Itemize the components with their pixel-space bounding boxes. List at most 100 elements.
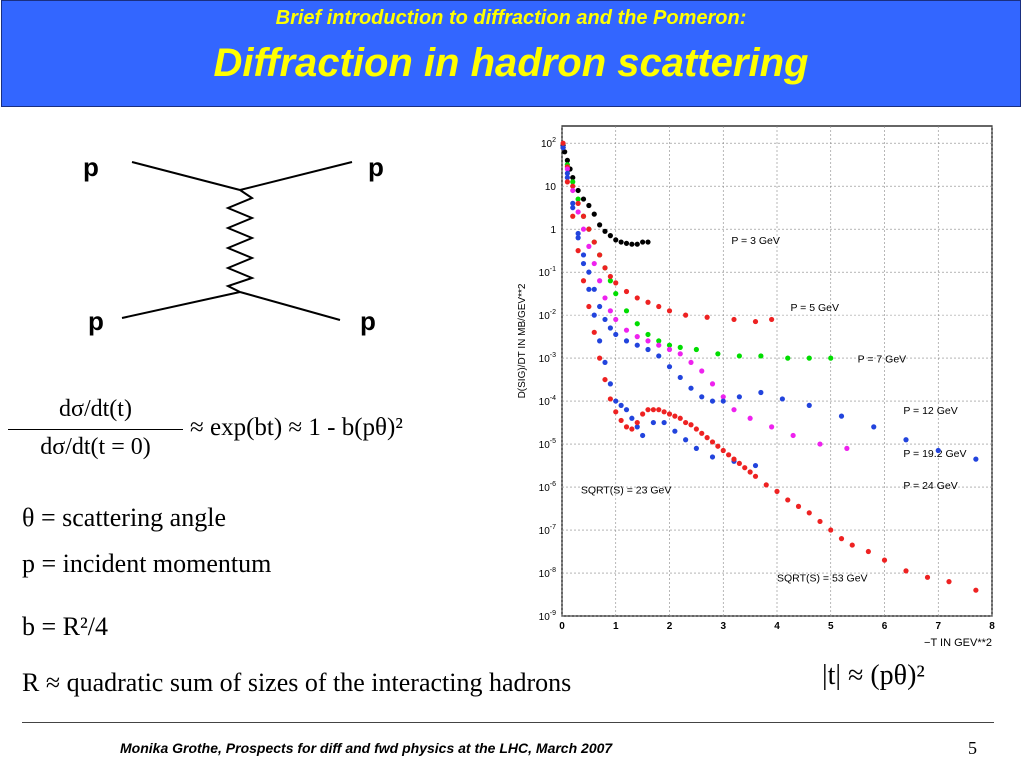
x-tick-label: 4 (774, 621, 780, 632)
data-point (580, 213, 587, 219)
chart-annotation: SQRT(S) = 23 GeV (581, 485, 672, 497)
data-point (580, 196, 587, 202)
data-point (731, 456, 737, 462)
data-point (683, 312, 689, 318)
outgoing-proton-bottom-line (239, 291, 341, 321)
formula-numerator: dσ/dt(t) (59, 396, 132, 422)
data-point (656, 338, 662, 344)
data-point (838, 413, 845, 419)
data-point (715, 351, 721, 357)
chart-annotation: P = 5 GeV (790, 302, 839, 314)
data-point (683, 419, 689, 426)
data-point (731, 316, 737, 323)
data-point (613, 409, 619, 415)
data-point (613, 331, 619, 338)
slide-subtitle: Brief introduction to diffraction and th… (275, 7, 747, 29)
data-point (736, 460, 742, 467)
data-point (575, 187, 581, 194)
data-point (562, 149, 568, 155)
data-point (591, 239, 597, 245)
data-point (758, 353, 764, 359)
definition-theta: θ = scattering angle (22, 503, 226, 532)
data-point (586, 226, 592, 232)
data-point (597, 355, 603, 361)
data-point (709, 454, 716, 460)
formula-rhs: ≈ exp(bt) ≈ 1 - b(pθ)² (190, 414, 403, 441)
chart-annotation: P = 7 GeV (858, 353, 907, 365)
x-tick-label: 5 (828, 621, 834, 632)
data-point (871, 424, 877, 430)
proton-label-top-right: p (368, 152, 384, 182)
data-point (645, 299, 651, 305)
data-point (903, 437, 909, 443)
x-tick-label: 0 (559, 621, 565, 632)
data-point (661, 419, 667, 426)
data-point (747, 415, 753, 421)
x-tick-label: 8 (989, 621, 995, 632)
data-point (634, 342, 640, 348)
data-point (623, 407, 630, 413)
data-point (677, 415, 683, 421)
fraction-bar (8, 429, 183, 430)
data-point (720, 398, 726, 404)
data-point (790, 432, 796, 439)
data-point (779, 396, 785, 402)
data-point (560, 144, 566, 151)
data-point (570, 205, 576, 211)
data-point (623, 338, 630, 344)
data-point (629, 415, 635, 421)
data-point (769, 316, 775, 323)
data-point (602, 376, 608, 383)
data-point (666, 364, 673, 370)
y-tick-label: 10-1 (539, 266, 556, 279)
data-point (881, 557, 888, 563)
data-point (683, 437, 689, 443)
y-tick-label: 10-4 (539, 395, 556, 408)
definition-p: p = incident momentum (22, 549, 272, 578)
data-point (715, 443, 721, 449)
data-point (763, 482, 769, 488)
data-point (656, 303, 662, 310)
data-point (580, 278, 587, 284)
chart-annotation: SQRT(S) = 53 GeV (777, 573, 868, 585)
data-point (640, 239, 646, 245)
feynman-diagram: p p p p (83, 152, 384, 336)
data-point (677, 374, 683, 381)
data-point (645, 331, 651, 338)
data-point (570, 200, 576, 206)
data-point (570, 174, 576, 181)
data-point (817, 441, 823, 447)
data-point (656, 353, 662, 359)
data-point (785, 355, 791, 361)
data-point (924, 574, 931, 580)
data-point (806, 510, 812, 516)
data-point (935, 447, 941, 454)
data-point (607, 308, 613, 314)
data-point (865, 548, 871, 555)
data-point (806, 355, 812, 361)
title-banner: Brief introduction to diffraction and th… (1, 0, 1021, 107)
outgoing-proton-top-line (239, 161, 353, 191)
data-point (575, 248, 581, 254)
data-point (564, 170, 570, 176)
data-point (752, 462, 759, 469)
data-point (752, 318, 759, 325)
data-point (650, 407, 656, 413)
data-point (946, 579, 952, 585)
data-point (623, 308, 630, 314)
data-point (973, 587, 979, 593)
y-tick-label: 102 (541, 137, 556, 150)
data-point (699, 394, 705, 400)
y-tick-label: 10-3 (539, 352, 556, 365)
x-tick-label: 3 (720, 621, 726, 632)
data-point (613, 291, 619, 297)
data-point (597, 303, 603, 310)
data-point (602, 265, 608, 271)
data-point (666, 308, 673, 314)
proton-label-top-left: p (83, 152, 99, 182)
data-point (607, 325, 613, 331)
data-point (591, 312, 597, 318)
data-point (699, 430, 705, 436)
data-point (742, 465, 748, 471)
data-point (973, 456, 979, 462)
